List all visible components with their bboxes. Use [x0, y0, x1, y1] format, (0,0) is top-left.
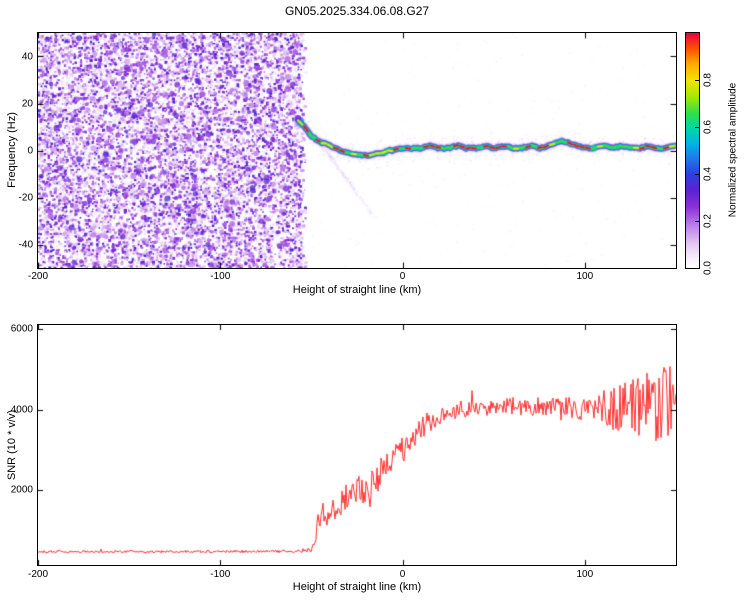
spectrogram-y-tick-label: -20 [18, 192, 33, 203]
colorbar-tick-label: 0.0 [702, 261, 714, 275]
snr-xaxis-title: Height of straight line (km) [292, 581, 422, 593]
spectrogram-y-tick-label: 40 [21, 51, 33, 62]
spectrogram-x-tick-label: 100 [576, 271, 594, 282]
spectrogram-x-tick-label: -200 [27, 271, 49, 282]
colorbar-tick-mark [695, 268, 699, 269]
colorbar-tick-label: 0.2 [702, 214, 714, 228]
colorbar-tick-mark [695, 221, 699, 222]
colorbar-tick-label: 0.4 [702, 167, 714, 181]
snr-y-tick-label: 4000 [10, 404, 33, 416]
colorbar-tick-mark [695, 174, 699, 175]
snr-x-tick-label: -200 [27, 569, 49, 580]
spectrogram-y-tick-label: 20 [21, 98, 33, 109]
colorbar-tick-mark [695, 127, 699, 128]
snr-canvas [38, 325, 676, 565]
snr-yaxis-title: SNR (10 * v/v) [6, 409, 18, 481]
spectrogram-y-tick-label: 0 [27, 145, 33, 156]
snr-y-tick-label: 6000 [10, 323, 33, 335]
spectrogram-x-tick-label: 0 [399, 271, 406, 282]
spectrogram-xaxis-title: Height of straight line (km) [292, 284, 422, 296]
colorbar-tick-label: 0.6 [702, 120, 714, 134]
snr-x-tick-label: 100 [576, 569, 594, 580]
spectrogram-panel [37, 32, 677, 269]
snr-x-tick-label: -100 [210, 569, 231, 580]
snr-panel [37, 324, 677, 566]
spectrogram-yaxis-title: Frequency (Hz) [6, 112, 18, 188]
spectrogram-canvas [38, 33, 676, 268]
snr-y-tick-label: 2000 [10, 484, 33, 496]
spectrogram-y-tick-label: -40 [18, 239, 33, 250]
colorbar [685, 32, 700, 269]
spectrogram-x-tick-label: -100 [210, 271, 231, 282]
colorbar-title: Normalized spectral amplitude [727, 82, 739, 218]
snr-x-tick-label: 0 [399, 569, 406, 580]
colorbar-tick-label: 0.8 [702, 73, 714, 87]
colorbar-tick-mark [695, 80, 699, 81]
chart-title: GN05.2025.334.06.08.G27 [284, 4, 430, 18]
